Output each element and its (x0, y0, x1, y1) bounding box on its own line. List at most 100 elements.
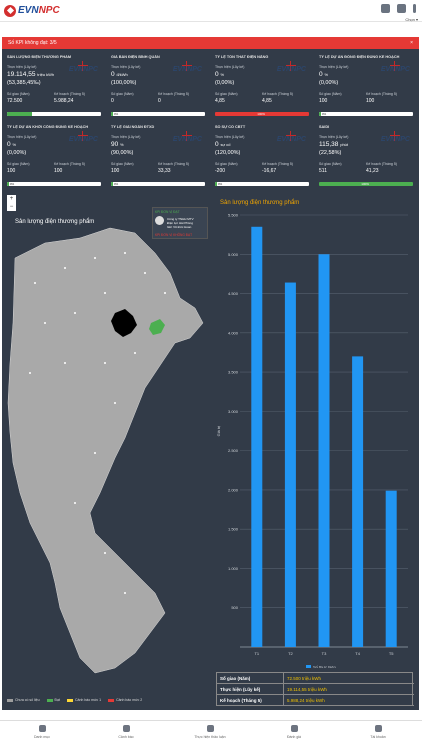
chart-bar[interactable] (251, 226, 263, 648)
kpi-target-value: 100 (7, 168, 16, 174)
kpi-label-actual: Thực hiện (Lũy kế) (215, 135, 245, 139)
kpi-progress-label: 0% (113, 112, 119, 116)
map-title: Sản lượng điện thương phẩm (15, 219, 95, 225)
kpi-percent: (0,00%) (215, 80, 235, 86)
kpi-card[interactable]: SẢN LƯỢNG ĐIỆN THƯƠNG PHẨM EVNNPC Thực h… (4, 52, 104, 120)
kpi-card[interactable]: TỶ LỆ TỔN THẤT ĐIỆN NĂNG EVNNPC Thực hiệ… (212, 52, 312, 120)
chart-bar[interactable] (352, 356, 364, 647)
kpi-percent: (0,00%) (7, 150, 27, 156)
kpi-percent: (0,00%) (319, 80, 339, 86)
map-region-gray (7, 227, 204, 674)
zoom-in-button[interactable]: + (9, 196, 14, 202)
kpi-target-value: 0 (111, 98, 114, 104)
kpi-progress-label: 0% (9, 182, 15, 186)
nav-discussion[interactable]: Thực hiện thảo luận (168, 725, 252, 739)
kpi-main-value: 0 % (7, 141, 16, 148)
logo-icon (4, 4, 16, 17)
summary-row: Số giao (Năm) 72.500 triệu kWh (217, 673, 414, 684)
kpi-main-value: 0 sự cố (215, 141, 231, 148)
kpi-label-plan: Kế hoạch (Tháng 5) (366, 92, 397, 96)
zoom-control[interactable]: + − (7, 195, 16, 211)
nav-alerts[interactable]: Cảnh báo (84, 725, 168, 739)
summary-row: Thực hiện (Lũy kế) 19.114,55 triệu kWh (217, 684, 414, 695)
info-footer: KPI ĐƠN VỊ KHÔNG ĐẠT (155, 233, 193, 237)
map-region-haiphong (149, 319, 165, 335)
kpi-watermark: EVNNPC (68, 66, 98, 73)
chart-title: Sản lượng điện thương phẩm (220, 200, 300, 206)
kpi-progress-fill (215, 112, 309, 116)
kpi-label-target: Số giao (Năm) (215, 92, 238, 96)
chart-bar[interactable] (318, 254, 330, 647)
y-tick-label: 5.000 (228, 252, 239, 257)
y-tick-label: 4.000 (228, 330, 239, 335)
nav-rating[interactable]: Đánh giá (252, 725, 336, 739)
kpi-card[interactable]: TỶ LỆ DỰ ÁN ĐÓNG ĐIỆN ĐÚNG KẾ HOẠCH EVNN… (316, 52, 416, 120)
kpi-label-target: Số giao (Năm) (111, 162, 134, 166)
close-icon[interactable]: × (410, 40, 413, 46)
kpi-main-value: 0 % (319, 71, 328, 78)
kpi-card[interactable]: TỶ LỆ GIẢI NGÂN ĐTXD EVNNPC Thực hiện (L… (108, 122, 208, 190)
kpi-progress-fill (319, 182, 413, 186)
kpi-watermark: EVNNPC (380, 136, 410, 143)
info-line3: GĐ: Vũ Đức Hoan (167, 225, 192, 229)
kpi-title: GIÁ BÁN ĐIỆN BÌNH QUÂN (111, 55, 160, 59)
language-select[interactable]: Chọn ▾ (405, 17, 418, 22)
kpi-label-plan: Kế hoạch (Tháng 5) (366, 162, 397, 166)
kpi-label-target: Số giao (Năm) (7, 162, 30, 166)
summary-key: Kế hoạch (Tháng 5) (220, 698, 262, 703)
kpi-logo-icon (182, 61, 192, 71)
kpi-logo-icon (78, 131, 88, 141)
nav-label: Đánh giá (286, 735, 301, 739)
avatar (155, 216, 164, 225)
kpi-percent: (53,385,45‰) (7, 80, 41, 86)
vietnam-north-map[interactable] (5, 213, 210, 693)
kpi-plan-value: 4,85 (262, 98, 272, 104)
kpi-progress-fill (7, 112, 32, 116)
map-panel: + − Sản lượng điện thương phẩm KPI ĐƠN V… (5, 193, 210, 708)
x-tick-label: T2 (288, 651, 293, 656)
y-axis-label: Giá trị (216, 426, 221, 437)
kpi-watermark: EVNNPC (68, 136, 98, 143)
zoom-out-button[interactable]: − (9, 204, 14, 210)
kpi-label-actual: Thực hiện (Lũy kế) (7, 65, 37, 69)
summary-table: Số giao (Năm) 72.500 triệu kWh Thực hiện (… (216, 672, 414, 706)
kpi-label-target: Số giao (Năm) (319, 92, 342, 96)
kpi-target-value: -200 (215, 168, 226, 174)
kpi-progress-label: 0% (217, 182, 223, 186)
kpi-progress-label: 26,4% (49, 112, 58, 116)
kpi-progress-label: 0% (321, 112, 327, 116)
y-tick-label: 3.500 (228, 370, 239, 375)
kpi-progress-bar: 0% (111, 112, 205, 116)
nav-home[interactable]: Danh mục (0, 725, 84, 739)
kpi-card[interactable]: GIÁ BÁN ĐIỆN BÌNH QUÂN EVNNPC Thực hiện … (108, 52, 208, 120)
kpi-progress-bar: 100% (319, 182, 413, 186)
y-tick-label: 1.500 (228, 527, 239, 532)
bell-icon[interactable] (397, 4, 406, 13)
kpi-progress-bar: 100% (215, 112, 309, 116)
kpi-progress-fill (215, 182, 217, 186)
kpi-logo-icon (286, 131, 296, 141)
kpi-title: SỐ SỰ CỐ CBTT (215, 125, 246, 129)
nav-account[interactable]: Tài khoản (336, 725, 420, 739)
kpi-card[interactable]: SỐ SỰ CỐ CBTT EVNNPC Thực hiện (Lũy kế) … (212, 122, 312, 190)
users-icon[interactable] (381, 4, 390, 13)
kpi-card[interactable]: SAIDI EVNNPC Thực hiện (Lũy kế) 115,38 p… (316, 122, 416, 190)
info-header: KPI ĐƠN VỊ ĐẠT (155, 210, 180, 214)
kpi-logo-icon (286, 61, 296, 71)
chart-bar[interactable] (385, 490, 397, 647)
nav-alerts-icon (122, 725, 130, 732)
evnnpc-logo[interactable]: EVNNPC (4, 4, 60, 17)
kpi-watermark: EVNNPC (172, 66, 202, 73)
kpi-label-plan: Kế hoạch (Tháng 5) (158, 162, 189, 166)
kpi-label-plan: Kế hoạch (Tháng 5) (262, 92, 293, 96)
kpi-label-plan: Kế hoạch (Tháng 5) (54, 162, 85, 166)
menu-dots-icon[interactable] (413, 4, 416, 13)
kpi-main-value: 115,38 phút (319, 141, 349, 148)
kpi-target-value: 511 (319, 168, 327, 174)
kpi-percent: (90,00%) (111, 150, 134, 156)
kpi-card[interactable]: TỶ LỆ DỰ ÁN KHỞI CÔNG ĐÚNG KẾ HOẠCH EVNN… (4, 122, 104, 190)
chart-bar[interactable] (284, 282, 296, 647)
kpi-percent: (120,00%) (215, 150, 241, 156)
kpi-logo-icon (390, 131, 400, 141)
kpi-progress-fill (111, 112, 113, 116)
